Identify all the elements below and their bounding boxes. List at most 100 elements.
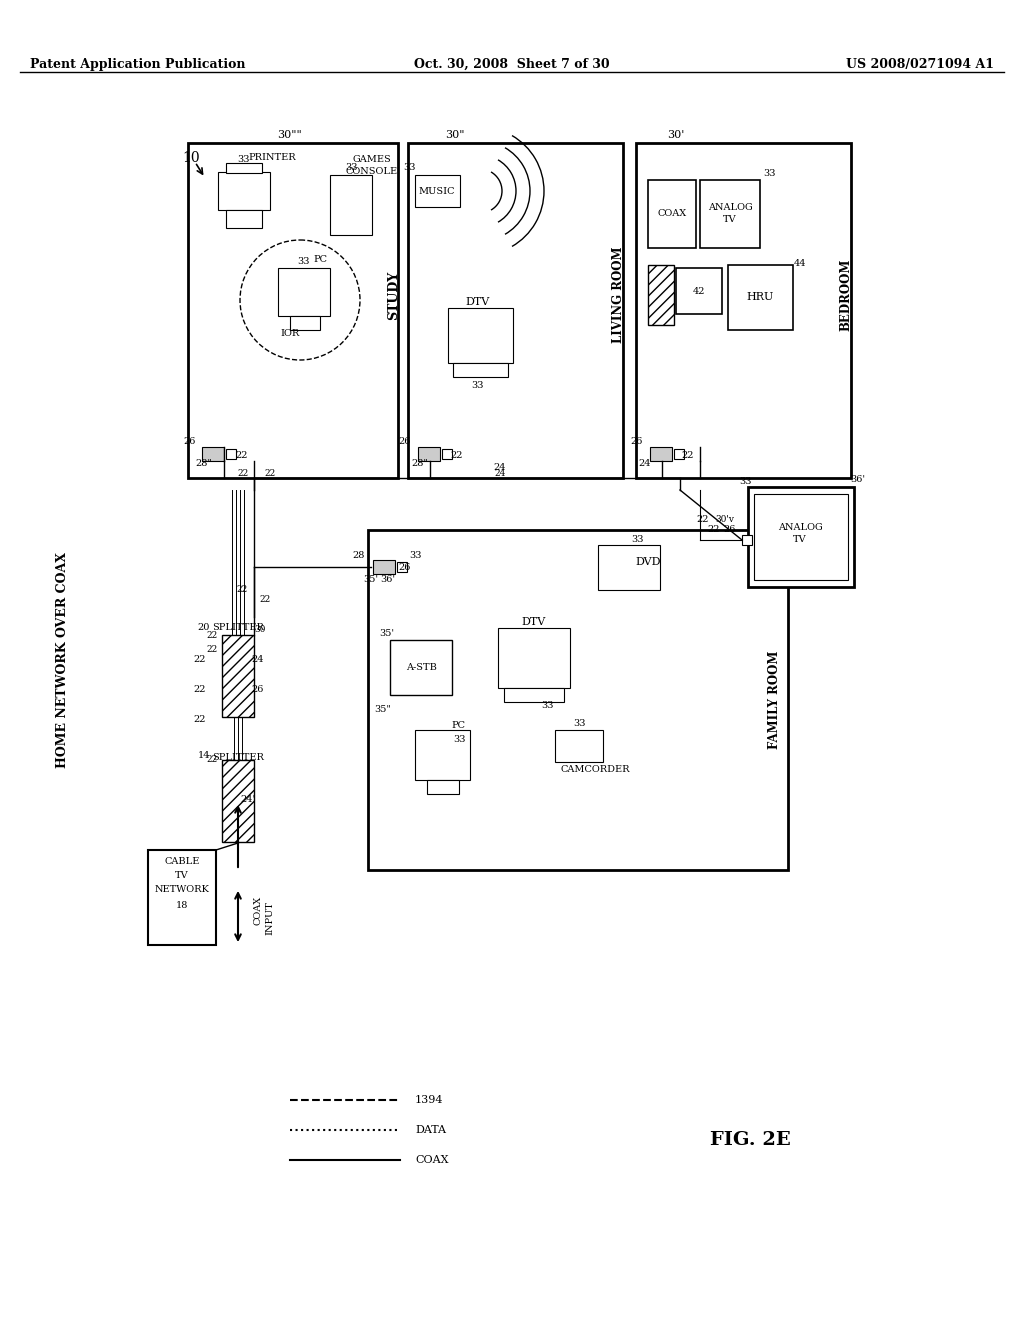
Text: IOR: IOR (281, 329, 300, 338)
Text: 24': 24' (241, 796, 256, 804)
Text: LIVING ROOM: LIVING ROOM (611, 247, 625, 343)
Text: 24: 24 (252, 656, 264, 664)
Bar (390, 640, 452, 696)
Text: 30'v: 30'v (716, 516, 734, 524)
Bar (442, 449, 452, 459)
Text: 33: 33 (542, 701, 554, 710)
Bar (226, 210, 262, 228)
Bar (636, 143, 851, 478)
Text: 20: 20 (198, 623, 210, 631)
Text: 22: 22 (194, 656, 206, 664)
Bar (449, 308, 513, 363)
Bar (418, 447, 440, 461)
Text: 22: 22 (207, 631, 218, 639)
Text: ANALOG: ANALOG (777, 523, 822, 532)
Bar (397, 562, 407, 572)
Bar (188, 143, 398, 478)
Text: 35": 35" (375, 705, 391, 714)
Bar (676, 268, 722, 314)
Bar (650, 447, 672, 461)
Bar (290, 315, 319, 330)
Text: CONSOLE: CONSOLE (346, 168, 398, 177)
Bar (330, 176, 372, 235)
Text: TV: TV (723, 214, 737, 223)
Text: 33: 33 (238, 156, 250, 165)
Bar (598, 545, 660, 590)
Bar (648, 265, 674, 325)
Text: 30: 30 (254, 626, 265, 635)
Text: 26: 26 (724, 525, 736, 535)
Text: DATA: DATA (415, 1125, 446, 1135)
Bar (555, 730, 603, 762)
Bar (226, 162, 262, 173)
Text: 22: 22 (696, 516, 710, 524)
Text: PC: PC (313, 256, 327, 264)
Bar (674, 449, 684, 459)
Text: 33: 33 (345, 162, 357, 172)
Bar (226, 449, 236, 459)
Text: FIG. 2E: FIG. 2E (710, 1131, 791, 1148)
Bar (504, 688, 564, 702)
Text: 26: 26 (398, 437, 411, 446)
Text: 18: 18 (176, 902, 188, 911)
Text: 22: 22 (682, 451, 694, 461)
Text: 33: 33 (454, 735, 466, 744)
Text: 22: 22 (236, 451, 248, 461)
Text: DVD: DVD (635, 557, 660, 568)
Text: 22: 22 (238, 469, 249, 478)
Text: SPLITTER: SPLITTER (212, 623, 264, 631)
Text: 33: 33 (631, 536, 643, 544)
Text: US 2008/0271094 A1: US 2008/0271094 A1 (846, 58, 994, 71)
Bar (202, 447, 224, 461)
Text: Oct. 30, 2008  Sheet 7 of 30: Oct. 30, 2008 Sheet 7 of 30 (414, 58, 610, 71)
Text: MUSIC: MUSIC (419, 186, 456, 195)
Bar (415, 730, 470, 780)
Text: 36': 36' (851, 474, 865, 483)
Text: 26: 26 (183, 437, 196, 446)
Bar (453, 363, 508, 378)
Text: 24: 24 (495, 469, 506, 478)
Text: 30"": 30"" (278, 129, 302, 140)
Text: HRU: HRU (746, 292, 773, 302)
Text: COAX: COAX (657, 210, 687, 219)
Text: STUDY: STUDY (387, 271, 400, 319)
Text: 33: 33 (409, 550, 421, 560)
Text: 22: 22 (259, 595, 270, 605)
Bar (415, 176, 460, 207)
Bar (742, 535, 752, 545)
Bar (728, 265, 793, 330)
Bar (648, 180, 696, 248)
Text: 33: 33 (403, 164, 416, 173)
Text: FAMILY ROOM: FAMILY ROOM (768, 651, 781, 750)
Text: DTV: DTV (522, 616, 546, 627)
Text: PC: PC (451, 722, 465, 730)
Text: 22: 22 (194, 685, 206, 694)
Text: COAX: COAX (254, 895, 262, 924)
Text: 33: 33 (573, 719, 587, 729)
Text: PRINTER: PRINTER (248, 153, 296, 162)
Text: 22: 22 (708, 525, 720, 535)
Text: 36': 36' (381, 576, 395, 585)
Text: COAX: COAX (415, 1155, 449, 1166)
Bar (368, 531, 788, 870)
Text: 24: 24 (494, 463, 506, 473)
Bar (148, 850, 216, 945)
Bar (222, 760, 254, 842)
Bar (748, 487, 854, 587)
Text: 26: 26 (631, 437, 643, 446)
Text: 33: 33 (739, 478, 753, 487)
Bar (278, 268, 330, 315)
Text: 22: 22 (207, 645, 218, 655)
Bar (754, 494, 848, 579)
Text: 33: 33 (764, 169, 776, 177)
Text: 10: 10 (182, 150, 200, 165)
Text: 35': 35' (380, 628, 394, 638)
Text: Patent Application Publication: Patent Application Publication (30, 58, 246, 71)
Text: TV: TV (794, 535, 807, 544)
Text: A-STB: A-STB (406, 663, 436, 672)
Text: 28": 28" (412, 458, 428, 467)
Text: ANALOG: ANALOG (708, 202, 753, 211)
Text: INPUT: INPUT (265, 902, 274, 935)
Text: CABLE: CABLE (164, 858, 200, 866)
Text: 30': 30' (668, 129, 685, 140)
